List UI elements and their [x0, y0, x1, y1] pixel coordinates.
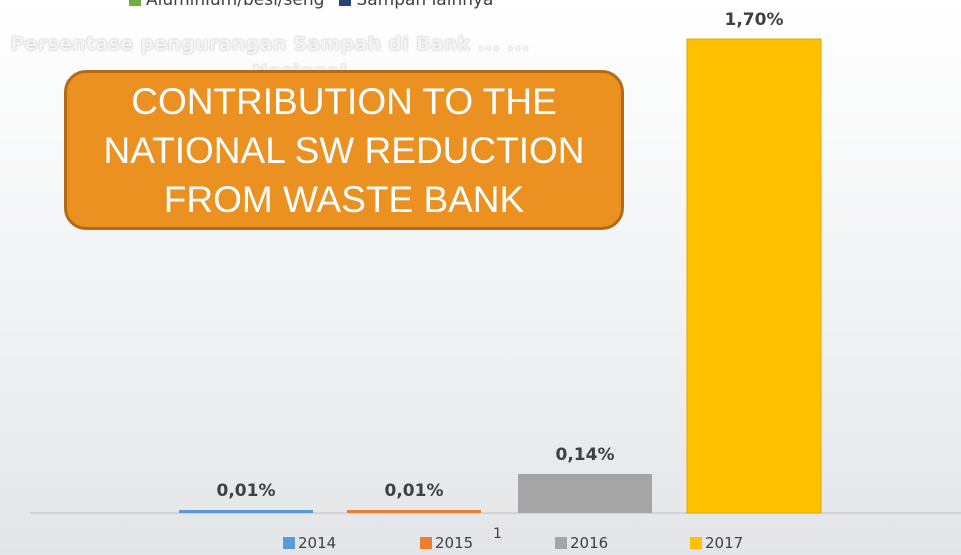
legend-swatch [338, 0, 353, 7]
bar-2017 [686, 38, 822, 514]
data-label-2017: 1,70% [725, 10, 784, 30]
callout-text: CONTRIBUTION TO THE NATIONAL SW REDUCTIO… [103, 80, 585, 220]
data-label-2016: 0,14% [556, 445, 615, 465]
callout-box: CONTRIBUTION TO THE NATIONAL SW REDUCTIO… [64, 70, 624, 230]
legend-item-2016: 2016 [555, 534, 608, 552]
top-legend-label: Aluminium/besi/seng [146, 0, 325, 10]
legend-label: 2014 [298, 534, 337, 552]
legend-swatch [690, 537, 702, 549]
top-legend-item: Aluminium/besi/seng [128, 0, 324, 10]
bar-2014 [179, 510, 313, 513]
bar-2015 [347, 510, 481, 513]
page-number: 1 [493, 526, 502, 542]
bar-2016 [518, 473, 652, 513]
legend-label: 2017 [705, 534, 744, 552]
legend-item-2015: 2015 [420, 534, 473, 552]
top-legend-label: Sampah lainnya [356, 0, 494, 10]
legend-swatch [420, 537, 432, 549]
legend-item-2014: 2014 [283, 534, 336, 552]
legend-swatch [555, 537, 567, 549]
chart-legend: 2014 2015 2016 2017 [0, 534, 961, 554]
data-label-2014: 0,01% [217, 481, 276, 501]
data-label-2015: 0,01% [385, 481, 444, 501]
legend-swatch [128, 0, 142, 7]
legend-label: 2016 [570, 534, 609, 552]
legend-label: 2015 [435, 534, 474, 552]
top-legend-item: Sampah lainnya [338, 0, 493, 10]
bar-chart: 0,01% 0,01% 0,14% 1,70% [30, 10, 961, 514]
legend-swatch [283, 537, 295, 549]
legend-item-2017: 2017 [690, 534, 743, 552]
top-legend: Aluminium/besi/seng Sampah lainnya [128, 0, 493, 10]
